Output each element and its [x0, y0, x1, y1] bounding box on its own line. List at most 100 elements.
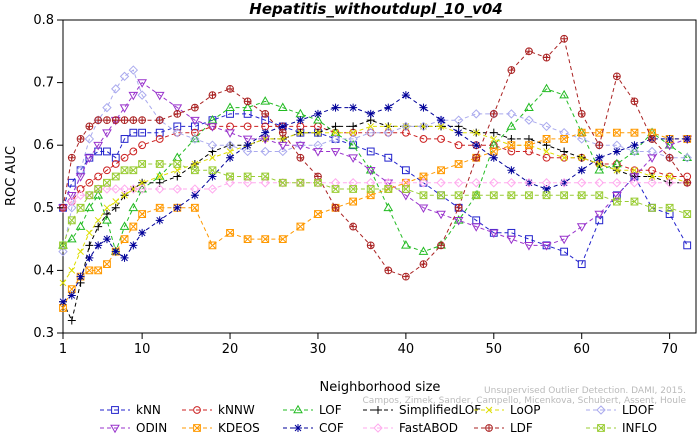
- data-point-ldof: [119, 71, 130, 82]
- data-point-fastabod: [207, 184, 218, 194]
- data-point-knn: [138, 128, 147, 137]
- data-point-simplifiedlof: [560, 147, 569, 156]
- data-point-inflo: [138, 160, 147, 168]
- data-point-fastabod: [612, 178, 622, 188]
- data-point-inflo: [454, 191, 463, 200]
- data-point-knnw: [120, 153, 129, 162]
- y-tick-label: 0.7: [33, 76, 54, 91]
- data-point-kdeos: [507, 141, 516, 150]
- data-point-kdeos: [489, 147, 498, 156]
- data-point-fastabod: [119, 184, 130, 194]
- data-point-inflo: [525, 191, 533, 200]
- data-point-odin: [418, 204, 429, 214]
- data-point-ldf: [366, 241, 375, 250]
- data-point-cof: [261, 128, 270, 137]
- data-point-lof: [313, 114, 323, 124]
- legend-label: SimplifiedLOF: [399, 403, 481, 417]
- data-point-ldf: [419, 260, 428, 269]
- legend-entry-lof: LOF: [283, 403, 342, 417]
- series-line-lof: [62, 88, 688, 254]
- data-point-odin: [128, 91, 139, 101]
- data-point-ldf: [173, 110, 182, 118]
- data-point-ldof: [225, 140, 235, 150]
- data-point-ldf: [349, 222, 358, 231]
- data-point-loop: [666, 173, 673, 180]
- data-point-inflo: [111, 172, 120, 181]
- data-point-inflo: [472, 191, 481, 200]
- data-point-loop: [578, 154, 586, 162]
- data-point-simplifiedlof: [173, 172, 182, 181]
- data-point-cof: [67, 291, 76, 300]
- data-point-cof: [331, 103, 340, 112]
- data-point-ldof: [207, 140, 218, 150]
- legend-marker: [374, 406, 382, 414]
- data-point-inflo: [595, 191, 604, 200]
- data-point-simplifiedlof: [67, 316, 76, 325]
- data-point-ldf: [542, 53, 551, 62]
- data-point-inflo: [261, 172, 270, 181]
- series-ldof: [58, 65, 692, 257]
- series-line-ldof: [62, 69, 688, 252]
- data-point-odin: [66, 191, 77, 201]
- data-point-ldof: [137, 90, 147, 100]
- data-point-knnw: [190, 128, 199, 137]
- data-point-cof: [401, 91, 410, 100]
- data-point-cof: [419, 103, 428, 112]
- data-point-fastabod: [577, 178, 587, 188]
- data-point-kdeos: [278, 235, 287, 243]
- legend-marker: [110, 424, 120, 434]
- data-point-ldof: [93, 115, 103, 125]
- legend-label: KDEOS: [218, 421, 260, 434]
- data-point-cof: [85, 253, 94, 262]
- legend-label: LoOP: [510, 403, 541, 417]
- data-point-ldf: [208, 91, 217, 100]
- data-point-odin: [313, 148, 323, 157]
- data-point-cof: [683, 134, 692, 143]
- data-point-cof: [102, 235, 111, 244]
- data-point-inflo: [59, 241, 67, 250]
- data-point-odin: [102, 129, 112, 138]
- data-point-knn: [595, 216, 604, 225]
- x-tick-label: 20: [222, 342, 239, 357]
- data-point-knn: [120, 135, 129, 143]
- data-point-kdeos: [577, 128, 586, 137]
- data-point-lof: [128, 202, 139, 212]
- data-point-lof: [506, 121, 517, 130]
- data-point-inflo: [314, 178, 322, 187]
- data-point-lof: [365, 165, 376, 174]
- data-point-knnw: [419, 135, 428, 143]
- data-point-ldf: [226, 84, 234, 93]
- data-point-ldof: [67, 203, 77, 213]
- data-point-knnw: [155, 135, 164, 143]
- data-point-loop: [261, 135, 269, 143]
- data-point-ldf: [76, 135, 85, 143]
- data-point-loop: [297, 129, 304, 137]
- data-point-loop: [437, 123, 445, 130]
- data-point-ldf: [577, 110, 586, 118]
- series-fastabod: [58, 178, 692, 213]
- data-point-lof: [190, 133, 200, 143]
- data-point-loop: [595, 160, 603, 168]
- y-tick-label: 0.5: [33, 201, 54, 216]
- data-point-lof: [541, 83, 552, 93]
- data-point-knnw: [129, 147, 138, 156]
- data-point-ldf: [507, 66, 516, 74]
- data-point-fastabod: [436, 178, 446, 188]
- data-point-lof: [137, 183, 147, 193]
- data-point-ldof: [577, 134, 587, 144]
- data-point-knn: [384, 153, 393, 162]
- data-point-simplifiedlof: [331, 122, 340, 131]
- data-point-inflo: [120, 166, 129, 175]
- data-point-ldof: [128, 65, 139, 75]
- data-point-odin: [119, 104, 130, 113]
- data-point-cof: [524, 178, 533, 187]
- data-point-ldf: [331, 203, 340, 212]
- data-point-loop: [173, 166, 181, 174]
- data-point-kdeos: [190, 203, 199, 212]
- data-point-ldf: [489, 110, 498, 118]
- data-point-ldof: [559, 127, 569, 138]
- data-point-ldf: [103, 116, 111, 125]
- legend-entry-fastabod: FastABOD: [363, 421, 458, 434]
- data-point-fastabod: [348, 178, 358, 188]
- legend-marker: [597, 424, 605, 432]
